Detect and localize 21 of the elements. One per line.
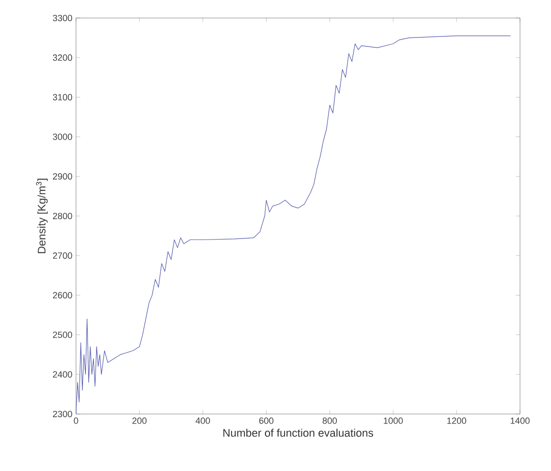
y-tick-label: 2400 [52,371,72,378]
y-axis-title: Density [Kg/m$^{3}$] [36,178,48,254]
x-tick-label: 0 [74,418,78,424]
y-tick-label: 2500 [52,332,72,338]
y-tick-label: 2900 [52,173,72,180]
x-tick-label: 1400 [510,418,530,424]
y-tick-label: 3100 [52,94,72,100]
y-tick-label: 2700 [52,252,72,259]
y-tick-label: 3300 [52,14,72,22]
x-tick-label: 400 [196,418,210,424]
y-tick-label: 2600 [52,292,72,298]
x-tick-label: 800 [322,418,337,424]
y-tick-label: 3200 [52,54,72,61]
x-axis-title: Number of function evaluations [223,428,374,437]
y-tick-label: 2800 [52,212,72,220]
y-tick-label: 2300 [52,410,72,418]
x-tick-label: 1000 [384,418,403,424]
y-tick-label: 3000 [52,134,72,140]
x-tick-label: 600 [259,418,274,424]
x-tick-label: 1200 [447,418,466,424]
x-tick-label: 200 [132,418,147,424]
